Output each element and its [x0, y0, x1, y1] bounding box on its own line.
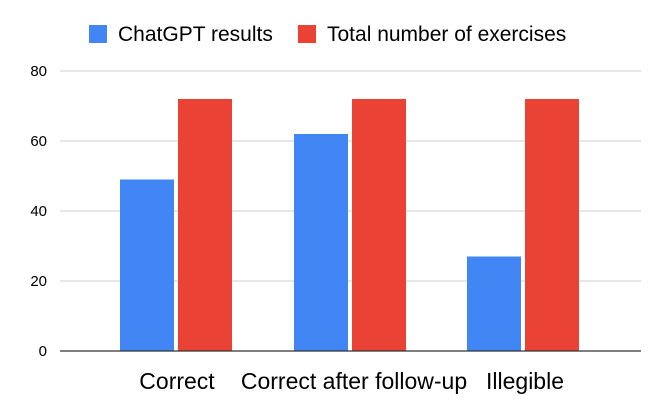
legend: ChatGPT results Total number of exercises — [89, 23, 566, 46]
bar-total-exercises — [525, 99, 579, 351]
bar-chatgpt-results — [294, 134, 348, 351]
legend-swatch-chatgpt-results — [89, 25, 107, 43]
y-tick-label: 60 — [30, 133, 47, 150]
bar-total-exercises — [178, 99, 232, 351]
bar-chatgpt-results — [467, 257, 521, 352]
y-tick-label: 0 — [39, 343, 47, 360]
legend-label-total-exercises: Total number of exercises — [327, 23, 566, 46]
y-tick-label: 20 — [30, 273, 47, 290]
x-category-label: Correct after follow-up — [241, 368, 467, 394]
legend-label-chatgpt-results: ChatGPT results — [118, 23, 273, 46]
y-tick-label: 40 — [30, 203, 47, 220]
bar-chatgpt-results — [120, 180, 174, 352]
x-category-label: Illegible — [486, 368, 564, 394]
y-tick-label: 80 — [30, 63, 47, 80]
x-category-label: Correct — [139, 368, 215, 394]
x-axis-categories: Correct Correct after follow-up Illegible — [139, 368, 564, 394]
y-axis-ticks: 0 20 40 60 80 — [30, 63, 47, 360]
legend-swatch-total-exercises — [298, 25, 316, 43]
bar-total-exercises — [352, 99, 406, 351]
bars — [120, 99, 579, 351]
